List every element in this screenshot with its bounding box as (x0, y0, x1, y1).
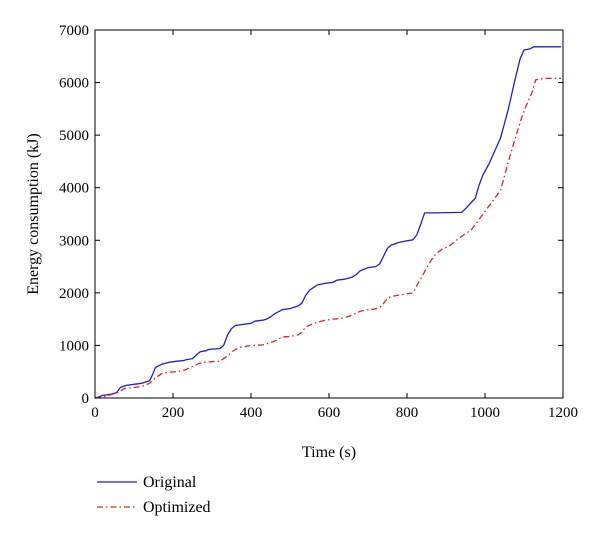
x-tick-label: 1200 (548, 405, 578, 421)
legend-label-original: Original (143, 474, 197, 491)
y-tick-label: 1000 (59, 338, 89, 354)
series-line-optimized (94, 77, 561, 399)
y-tick-label: 5000 (59, 128, 89, 144)
y-tick-label: 2000 (59, 286, 89, 302)
x-tick-label: 0 (91, 405, 99, 421)
series-layer (94, 46, 561, 399)
legend: Original Optimized (97, 474, 211, 516)
y-tick-label: 3000 (59, 233, 89, 249)
y-tick-label: 6000 (59, 76, 89, 92)
y-axis-ticks: 0 1000 2000 3000 4000 5000 6000 7000 (59, 23, 563, 407)
plot-frame (94, 29, 564, 399)
legend-label-optimized: Optimized (143, 499, 211, 516)
x-tick-label: 200 (162, 405, 185, 421)
y-tick-label: 7000 (59, 23, 89, 39)
series-line-original (94, 46, 561, 399)
x-tick-label: 600 (318, 405, 341, 421)
y-tick-label: 0 (82, 391, 90, 407)
x-tick-label: 400 (240, 405, 263, 421)
x-axis-ticks: 0 200 400 600 800 1000 1200 (91, 30, 578, 421)
y-axis-title: Energy consumption (kJ) (25, 133, 42, 294)
y-tick-label: 4000 (59, 181, 89, 197)
x-tick-label: 1000 (470, 405, 500, 421)
x-axis-title: Time (s) (302, 444, 356, 461)
x-tick-label: 800 (396, 405, 419, 421)
